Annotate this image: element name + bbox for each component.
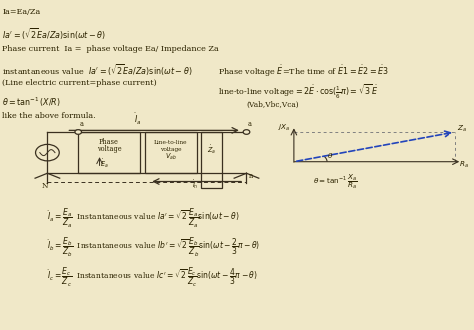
Text: voltage: voltage bbox=[160, 147, 182, 152]
Text: $\dot{I}_c=\dfrac{E_c}{Z_c}$  Instantaneous value $Ic'=\sqrt{2}\,\dfrac{E_c}{Z_c: $\dot{I}_c=\dfrac{E_c}{Z_c}$ Instantaneo… bbox=[47, 266, 258, 289]
Text: n: n bbox=[249, 172, 253, 180]
Text: $\dot{E}_a$: $\dot{E}_a$ bbox=[100, 157, 109, 170]
Text: $\dot{I}_b=\dfrac{E_b}{Z_b}$  Instantaneous value $Ib'=\sqrt{2}\,\dfrac{E_b}{Z_b: $\dot{I}_b=\dfrac{E_b}{Z_b}$ Instantaneo… bbox=[47, 236, 261, 259]
Circle shape bbox=[243, 130, 250, 134]
Text: $\theta=\tan^{-1}(X/R)$: $\theta=\tan^{-1}(X/R)$ bbox=[2, 96, 61, 109]
Text: $R_a$: $R_a$ bbox=[459, 160, 469, 170]
Bar bbox=[78, 132, 140, 173]
Bar bbox=[201, 132, 222, 188]
Text: $\theta$: $\theta$ bbox=[327, 151, 333, 160]
Text: (Vab,Vbc,Vca): (Vab,Vbc,Vca) bbox=[246, 101, 299, 109]
Text: Phase current  Ia =  phase voltage Ea/ Impedance Za: Phase current Ia = phase voltage Ea/ Imp… bbox=[2, 45, 219, 52]
Text: $\dot{I}_n$: $\dot{I}_n$ bbox=[192, 179, 199, 191]
Text: N: N bbox=[42, 182, 48, 190]
Text: $\dot{Z}_a$: $\dot{Z}_a$ bbox=[207, 143, 216, 156]
Text: $Ia' =(\sqrt{2}Ea/Za)\sin(\omega t-\theta)$: $Ia' =(\sqrt{2}Ea/Za)\sin(\omega t-\thet… bbox=[2, 26, 107, 42]
Text: a: a bbox=[248, 120, 252, 128]
Text: (Line electric current=phase current): (Line electric current=phase current) bbox=[2, 79, 157, 87]
Text: a: a bbox=[80, 120, 83, 128]
Text: Ia=Ea/Za: Ia=Ea/Za bbox=[2, 8, 41, 16]
Text: $Z_a$: $Z_a$ bbox=[457, 123, 467, 134]
Text: $\dot{V}_{ab}$: $\dot{V}_{ab}$ bbox=[164, 149, 177, 162]
Text: instantaneous value  $Ia' =(\sqrt{2}Ea/Za)\sin(\omega t-\theta)$: instantaneous value $Ia' =(\sqrt{2}Ea/Za… bbox=[2, 63, 193, 78]
Text: $\dot{I}_a$: $\dot{I}_a$ bbox=[134, 112, 141, 127]
Bar bbox=[145, 132, 197, 173]
Text: Phase: Phase bbox=[99, 138, 119, 147]
Text: like the above formula.: like the above formula. bbox=[2, 112, 96, 120]
Text: $\dot{I}_a=\dfrac{E_a}{Z_a}$  Instantaneous value $Ia'=\sqrt{2}\,\dfrac{E_a}{Z_a: $\dot{I}_a=\dfrac{E_a}{Z_a}$ Instantaneo… bbox=[47, 206, 240, 230]
Text: $\theta = \tan^{-1}\dfrac{X_a}{R_a}$: $\theta = \tan^{-1}\dfrac{X_a}{R_a}$ bbox=[313, 172, 357, 191]
Text: voltage: voltage bbox=[97, 145, 121, 153]
Text: Line-to-line: Line-to-line bbox=[154, 140, 187, 146]
Text: line-to-line voltage$=2\dot{E}\cdot\cos(\frac{1}{6}\pi)=\sqrt{3}\,\dot{E}$: line-to-line voltage$=2\dot{E}\cdot\cos(… bbox=[218, 82, 379, 101]
Circle shape bbox=[75, 130, 82, 134]
Text: Phase voltage $\dot{E}$=The time of $\dot{E}1=\dot{E}2=\dot{E}3$: Phase voltage $\dot{E}$=The time of $\do… bbox=[218, 63, 389, 79]
Text: $jX_a$: $jX_a$ bbox=[278, 122, 290, 133]
